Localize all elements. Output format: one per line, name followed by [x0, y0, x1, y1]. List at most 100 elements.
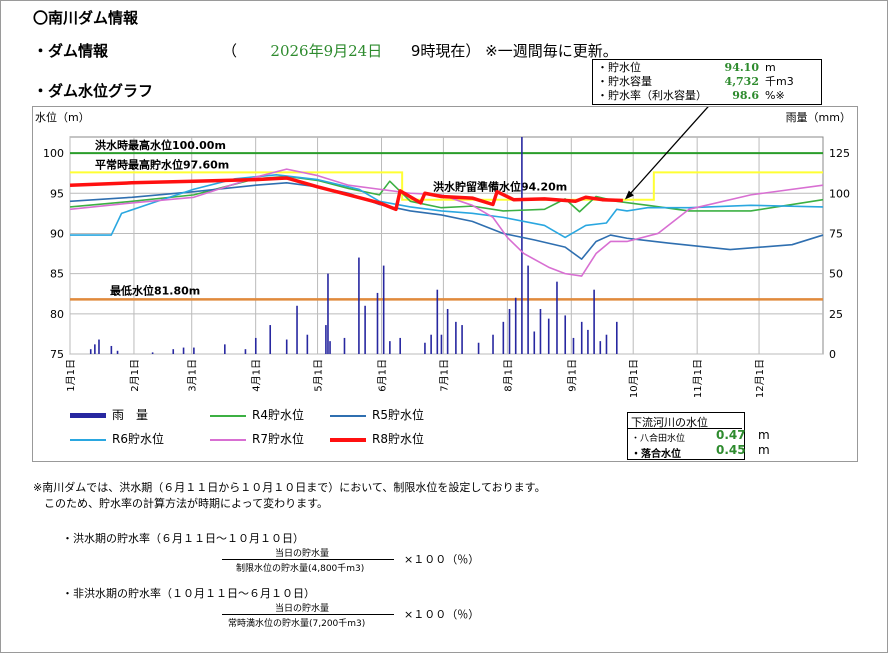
- rain-bar: [376, 292, 379, 354]
- rain-bar: [440, 334, 443, 354]
- rain-bar: [593, 289, 595, 354]
- y-tick-label: 80: [50, 308, 64, 321]
- water-level-chart: 1月1日 2月1日 3月1日 4月1日 5月1日 6月1日 7月1日 8月1日 9月1日 10月1…: [35, 107, 851, 398]
- y-tick-label: 100: [43, 147, 64, 160]
- x-tick-label: 12月1日: [754, 359, 766, 398]
- rain-bar: [151, 352, 154, 354]
- rain-bar: [399, 337, 401, 354]
- y2-tick-label: 25: [829, 308, 843, 321]
- downstream-label: ・八合田水位: [631, 434, 686, 444]
- fraction-bar: [222, 559, 394, 560]
- formula-numerator: 当日の貯水量: [275, 604, 330, 614]
- downstream-label: ・落合水位: [631, 449, 681, 460]
- formula-factor: ×１００（％）: [404, 553, 480, 566]
- stat-label: ・貯水率（利水容量）: [597, 89, 707, 102]
- rain-bar: [327, 273, 329, 354]
- rain-bar: [296, 305, 298, 354]
- formula-title: ・洪水期の貯水率（６月１１日〜１０月１０日）: [62, 532, 304, 545]
- y2-tick-label: 100: [829, 187, 850, 200]
- series-line: [69, 182, 824, 260]
- rain-bar: [116, 350, 119, 354]
- x-tick-label: 8月1日: [502, 359, 514, 392]
- legend-swatch: [70, 438, 106, 441]
- stat-unit: %※: [765, 89, 785, 102]
- x-tick-label: 7月1日: [438, 359, 450, 392]
- formula-title: ・非洪水期の貯水率（１０月１１日〜６月１０日）: [62, 587, 315, 600]
- fraction-bar: [222, 614, 394, 615]
- stat-label: ・貯水容量: [597, 75, 652, 88]
- rain-bar: [599, 341, 602, 354]
- callout-arrow-line: [626, 107, 709, 198]
- stat-unit: 千m3: [765, 75, 794, 88]
- legend-label: R8貯水位: [372, 432, 424, 446]
- legend-swatch: [210, 414, 246, 417]
- rain-bar: [446, 308, 449, 354]
- rain-bar: [269, 325, 272, 354]
- rain-bar: [436, 289, 439, 354]
- graph-label: ・ダム水位グラフ: [33, 82, 154, 100]
- downstream-unit: m: [758, 443, 770, 457]
- stat-row-volume: ・貯水容量 4,732 千m3: [597, 75, 819, 89]
- rain-bar: [89, 349, 92, 354]
- rain-bar: [580, 321, 583, 354]
- rain-bar: [358, 257, 360, 354]
- x-tick-label: 4月1日: [251, 359, 263, 392]
- rain-bar: [527, 265, 529, 354]
- rain-bar: [514, 297, 517, 354]
- update-date: 2026年9月24日: [270, 42, 383, 60]
- formula-denominator: 制限水位の貯水量(4,800千m3): [236, 564, 365, 574]
- stat-label: ・貯水位: [597, 61, 641, 74]
- chart-legend: 雨 量 R4貯水位 R5貯水位 R6貯水位 R7貯水位 R8貯水位: [70, 406, 620, 458]
- y2-tick-label: 50: [829, 268, 843, 281]
- x-tick-label: 5月1日: [313, 359, 325, 392]
- x-tick-label: 11月1日: [692, 359, 704, 398]
- update-note: ※一週間毎に更新。: [485, 42, 618, 60]
- legend-swatch: [70, 413, 106, 418]
- rain-bar: [364, 305, 366, 354]
- rain-bar: [424, 342, 426, 354]
- update-time: 9時現在）: [410, 42, 481, 60]
- x-tick-label: 1月1日: [65, 359, 77, 392]
- rain-bar: [587, 329, 589, 354]
- rain-bar: [615, 321, 618, 354]
- y-tick-label: 95: [50, 187, 64, 200]
- rain-bar: [343, 337, 346, 354]
- y-tick-label: 90: [50, 227, 64, 240]
- series-line: [70, 173, 824, 239]
- x-tick-label: 9月1日: [566, 359, 578, 392]
- rain-bar: [382, 265, 385, 354]
- legend-item: R6貯水位: [70, 430, 164, 448]
- note-line: このため、貯水率の計算方法が時期によって変わります。: [33, 497, 329, 510]
- y-axis-label: 水位（m）: [35, 110, 90, 124]
- divider: [628, 428, 742, 429]
- y2-axis-label: 雨量（mm）: [786, 111, 851, 124]
- rain-bar: [306, 334, 309, 354]
- legend-label: 雨 量: [112, 408, 149, 422]
- rain-bar: [182, 347, 185, 354]
- ref-label-min: 最低水位81.80m: [110, 283, 200, 297]
- y2-tick-label: 0: [829, 348, 836, 361]
- stat-unit: m: [765, 61, 776, 74]
- y2-tick-label: 75: [829, 227, 843, 240]
- legend-label: R4貯水位: [252, 408, 304, 422]
- stat-row-rate: ・貯水率（利水容量） 98.6 %※: [597, 89, 819, 103]
- y-tick-label: 75: [50, 348, 64, 361]
- legend-label: R5貯水位: [372, 408, 424, 422]
- rain-bar: [502, 321, 505, 354]
- rain-bar: [539, 308, 542, 354]
- stat-row-level: ・貯水位 94.10 m: [597, 61, 819, 75]
- stat-value: 98.6: [732, 89, 759, 102]
- rain-bar: [98, 339, 100, 354]
- rain-bar: [547, 318, 550, 354]
- rain-bar: [556, 281, 558, 354]
- downstream-value: 0.45: [716, 443, 746, 457]
- open-paren: （: [222, 42, 238, 60]
- formula-numerator: 当日の貯水量: [275, 549, 330, 559]
- stat-value: 94.10: [724, 61, 759, 74]
- y2-tick-label: 125: [829, 147, 850, 160]
- rain-bar: [521, 137, 523, 354]
- rain-bar: [533, 331, 536, 354]
- y-tick-label: 85: [50, 268, 64, 281]
- rain-bar: [172, 349, 175, 354]
